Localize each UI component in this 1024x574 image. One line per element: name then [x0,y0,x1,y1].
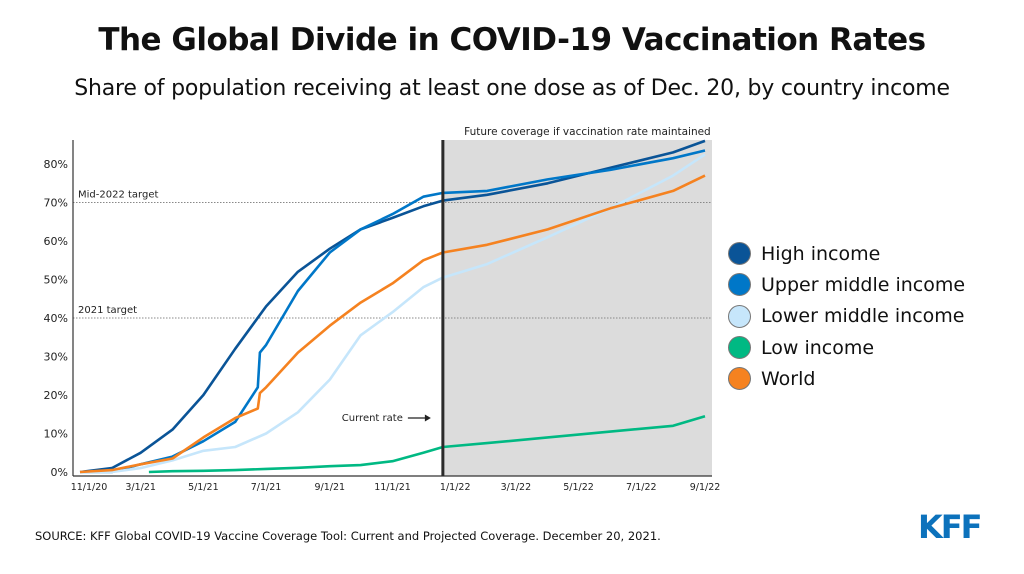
x-tick-label: 7/1/21 [251,482,282,493]
legend-item: High income [728,238,965,269]
legend-item: Lower middle income [728,301,965,332]
legend-label: High income [761,242,881,265]
y-tick-label: 50% [44,274,68,287]
legend-item: Low income [728,332,965,363]
legend-label: Upper middle income [761,273,966,296]
legend-label: World [761,367,816,390]
legend-item: World [728,363,965,394]
legend-swatch [728,367,751,391]
arrow-right-icon [407,414,431,422]
chart-subtitle: Share of population receiving at least o… [74,76,950,101]
series-line-world [79,174,706,474]
y-tick-label: 40% [44,312,68,325]
legend-item: Upper middle income [728,269,965,300]
legend-swatch [728,304,751,328]
x-tick-label: 9/1/22 [690,482,721,493]
y-tick-label: 30% [44,351,68,364]
legend: High income Upper middle income Lower midd… [728,238,965,394]
series-line-low-income [148,414,706,474]
x-tick-label: 11/1/21 [374,482,411,493]
y-tick-label: 60% [44,235,68,248]
x-tick-label: 11/1/20 [71,482,108,493]
legend-label: Low income [761,336,875,359]
legend-label: Lower middle income [761,305,965,328]
future-coverage-label: Future coverage if vaccination rate main… [464,126,711,138]
series-line-lower-middle-income [80,153,706,474]
reference-line-label: Mid-2022 target [78,190,158,201]
x-tick-label: 3/1/21 [125,482,156,493]
kff-logo: KFF [918,508,983,546]
x-tick-label: 5/1/22 [563,482,594,493]
legend-swatch [728,242,751,266]
x-tick-label: 9/1/21 [315,482,346,493]
series-line-high-income [79,139,706,474]
current-rate-label: Current rate [342,413,403,424]
y-tick-label: 10% [44,428,68,441]
source-note: SOURCE: KFF Global COVID-19 Vaccine Cove… [35,529,661,543]
y-tick-label: 80% [44,158,68,171]
x-tick-label: 5/1/21 [188,482,219,493]
y-tick-label: 0% [51,466,68,479]
y-tick-label: 70% [44,197,68,210]
x-tick-label: 7/1/22 [626,482,657,493]
chart-title: The Global Divide in COVID-19 Vaccinatio… [98,22,926,58]
y-tick-label: 20% [44,389,68,402]
reference-line-label: 2021 target [78,305,137,316]
x-tick-label: 1/1/22 [440,482,471,493]
x-tick-label: 3/1/22 [501,482,532,493]
legend-swatch [728,273,751,297]
legend-swatch [728,336,751,360]
